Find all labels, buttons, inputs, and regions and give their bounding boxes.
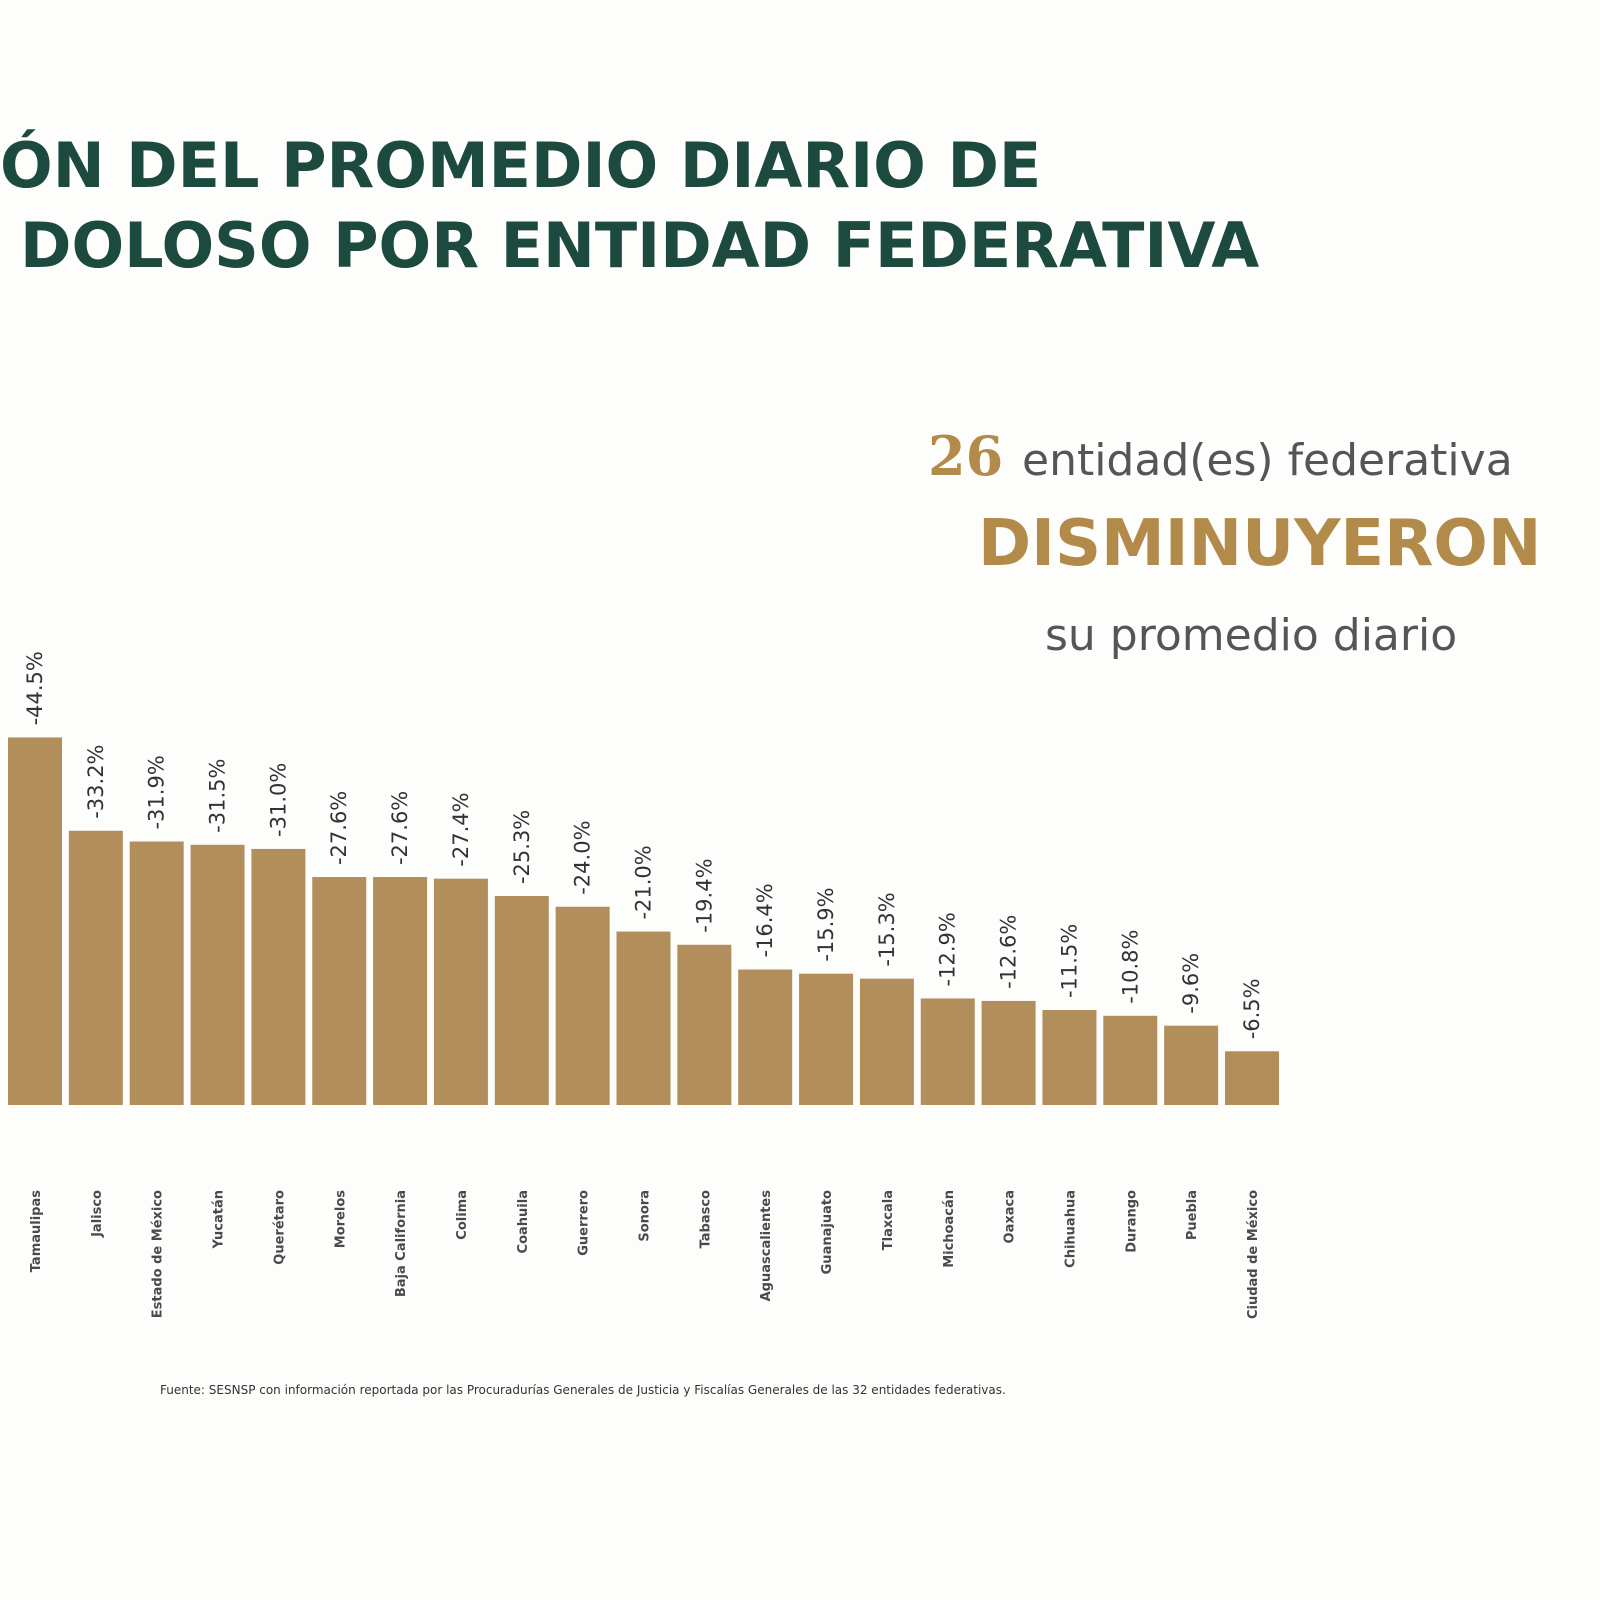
- bar: [1225, 1051, 1279, 1105]
- annotation-text: entidad(es) federativa: [1022, 435, 1513, 486]
- value-label: -11.5%: [1057, 924, 1081, 998]
- x-tick-label: Jalisco: [90, 1190, 105, 1238]
- value-label: -15.9%: [814, 887, 838, 961]
- x-tick-label: Guerrero: [577, 1190, 592, 1256]
- value-label: -12.9%: [936, 912, 960, 986]
- bar: [859, 978, 914, 1105]
- value-label: -6.5%: [1240, 978, 1264, 1039]
- chart-title: DOLOSO POR ENTIDAD FEDERATIVA: [20, 209, 1259, 282]
- x-tick-label: Tamaulipas: [29, 1190, 44, 1273]
- bar: [981, 1000, 1036, 1105]
- bar: [129, 841, 184, 1105]
- bar: [68, 830, 123, 1105]
- x-tick-label: Durango: [1124, 1190, 1139, 1253]
- bar: [312, 877, 367, 1105]
- value-label: -10.8%: [1118, 929, 1142, 1003]
- value-label: -12.6%: [997, 915, 1021, 989]
- value-label: -16.4%: [753, 883, 777, 957]
- x-tick-label: Colima: [455, 1190, 470, 1240]
- x-tick-label: Aguascalientes: [759, 1190, 774, 1302]
- bar: [920, 998, 975, 1105]
- value-label: -9.6%: [1179, 953, 1203, 1014]
- x-tick-label: Sonora: [638, 1190, 653, 1242]
- bar: [616, 931, 671, 1105]
- bar: [1164, 1025, 1219, 1105]
- x-tick-label: Baja California: [394, 1190, 409, 1297]
- bar: [555, 906, 610, 1105]
- x-tick-label: Michoacán: [942, 1190, 957, 1268]
- bar: [677, 944, 732, 1105]
- x-tick-label: Morelos: [333, 1190, 348, 1248]
- x-tick-label: Guanajuato: [820, 1190, 835, 1274]
- bar: [251, 848, 306, 1105]
- bar: [190, 844, 245, 1105]
- value-label: -27.6%: [388, 791, 412, 865]
- x-tick-label: Puebla: [1185, 1190, 1200, 1240]
- value-label: -33.2%: [84, 744, 108, 818]
- value-label: -44.5%: [23, 651, 47, 725]
- x-tick-label: Estado de México: [151, 1190, 166, 1318]
- bar: [738, 969, 793, 1105]
- chart-title: ÓN DEL PROMEDIO DIARIO DE: [0, 129, 1041, 202]
- value-label: -15.3%: [875, 892, 899, 966]
- x-tick-label: Querétaro: [272, 1190, 287, 1265]
- x-tick-label: Coahuila: [516, 1190, 531, 1253]
- value-label: -21.0%: [632, 845, 656, 919]
- highlight-number: 26: [928, 424, 1003, 488]
- x-tick-label: Yucatán: [212, 1190, 227, 1249]
- value-label: -31.0%: [266, 763, 290, 837]
- value-label: -19.4%: [692, 858, 716, 932]
- annotation-text: su promedio diario: [1045, 610, 1457, 661]
- bar: [494, 896, 549, 1105]
- value-label: -27.6%: [327, 791, 351, 865]
- bar: [8, 737, 62, 1105]
- bar: [373, 877, 428, 1105]
- x-tick-label: Chihuahua: [1063, 1190, 1078, 1268]
- bar: [1042, 1010, 1097, 1105]
- bar: [433, 878, 488, 1105]
- x-tick-label: Ciudad de México: [1246, 1190, 1261, 1319]
- x-tick-label: Tlaxcala: [881, 1190, 896, 1250]
- value-label: -27.4%: [449, 792, 473, 866]
- source-note: Fuente: SESNSP con información reportada…: [160, 1383, 1006, 1397]
- value-label: -24.0%: [571, 820, 595, 894]
- annotation-emphasis: DISMINUYERON: [978, 507, 1541, 581]
- bar: [1103, 1015, 1158, 1105]
- x-tick-label: Tabasco: [698, 1190, 713, 1248]
- bar: [799, 973, 854, 1105]
- value-label: -25.3%: [510, 810, 534, 884]
- value-label: -31.9%: [145, 755, 169, 829]
- value-label: -31.5%: [206, 759, 230, 833]
- x-tick-label: Oaxaca: [1003, 1190, 1018, 1243]
